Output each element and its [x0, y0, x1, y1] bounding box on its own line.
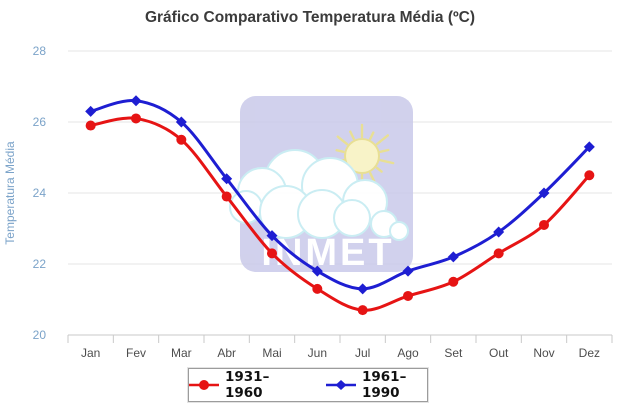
x-tick-label-Abr: Abr [217, 346, 236, 360]
chart-title: Gráfico Comparativo Temperatura Média (º… [144, 9, 476, 26]
data-point-1931-1960-Mar[interactable] [176, 134, 187, 145]
y-tick-label: 22 [33, 257, 47, 271]
inmet-watermark: INMET [229, 96, 413, 274]
plot-area: 20 22 24 26 28 INMET Jan Fev Mar Abr Mai Jun Jul Ago S… [33, 44, 613, 360]
y-tick-label: 26 [33, 115, 47, 129]
x-tick-label-Set: Set [444, 346, 463, 360]
data-point-1931-1960-Jul[interactable] [357, 305, 368, 316]
watermark-text: INMET [261, 232, 394, 274]
data-point-1931-1960-Jun[interactable] [312, 283, 323, 294]
data-point-1931-1960-Mai[interactable] [267, 248, 277, 259]
legend-marker-circle-icon [189, 380, 219, 390]
x-tick-label-Mar: Mar [171, 346, 192, 360]
legend-item-1931-1960[interactable]: 1931–1960 [189, 369, 290, 401]
legend-marker-diamond-icon [326, 380, 356, 390]
data-point-1961-1990-Nov[interactable] [538, 187, 550, 199]
legend-label: 1961–1990 [362, 369, 407, 401]
data-point-1961-1990-Ago[interactable] [402, 265, 414, 277]
legend-item-1961-1990[interactable]: 1961–1990 [326, 369, 427, 401]
legend: 1931–1960 1961–1990 [187, 367, 429, 403]
y-tick-label: 24 [33, 186, 47, 200]
data-point-1931-1960-Ago[interactable] [403, 290, 413, 301]
data-point-1931-1960-Abr[interactable] [221, 191, 232, 202]
data-point-1961-1990-Jul[interactable] [357, 283, 369, 295]
x-tick-label-Dez: Dez [579, 346, 600, 360]
data-point-1961-1990-Jan[interactable] [85, 105, 97, 117]
x-tick-label-Out: Out [489, 346, 509, 360]
x-tick-label-Mai: Mai [262, 346, 281, 360]
data-point-1961-1990-Fev[interactable] [130, 95, 142, 107]
data-point-1931-1960-Jan[interactable] [85, 120, 96, 131]
data-point-1961-1990-Jun[interactable] [311, 265, 323, 277]
data-point-1931-1960-Fev[interactable] [131, 113, 141, 124]
x-tick-label-Jul: Jul [355, 346, 370, 360]
x-tick-label-Jun: Jun [308, 346, 327, 360]
data-point-1931-1960-Out[interactable] [493, 248, 504, 259]
y-axis-title: Temperatura Média [3, 141, 17, 245]
data-point-1931-1960-Set[interactable] [448, 276, 459, 287]
data-point-1961-1990-Out[interactable] [493, 226, 505, 238]
data-point-1961-1990-Abr[interactable] [221, 173, 233, 185]
data-point-1961-1990-Dez[interactable] [583, 141, 595, 153]
data-point-1961-1990-Set[interactable] [447, 251, 459, 263]
x-tick-label-Ago: Ago [397, 346, 419, 360]
data-point-1931-1960-Dez[interactable] [584, 170, 595, 181]
y-tick-label: 20 [33, 328, 47, 342]
y-tick-label: 28 [33, 44, 47, 58]
data-point-1961-1990-Mar[interactable] [175, 116, 187, 128]
x-tick-label-Nov: Nov [533, 346, 554, 360]
x-tick-label-Jan: Jan [81, 346, 100, 360]
data-point-1961-1990-Mai[interactable] [266, 230, 278, 242]
data-point-1931-1960-Nov[interactable] [539, 219, 549, 230]
x-tick-label-Fev: Fev [126, 346, 146, 360]
legend-label: 1931–1960 [225, 369, 270, 401]
sun-icon [329, 123, 395, 186]
